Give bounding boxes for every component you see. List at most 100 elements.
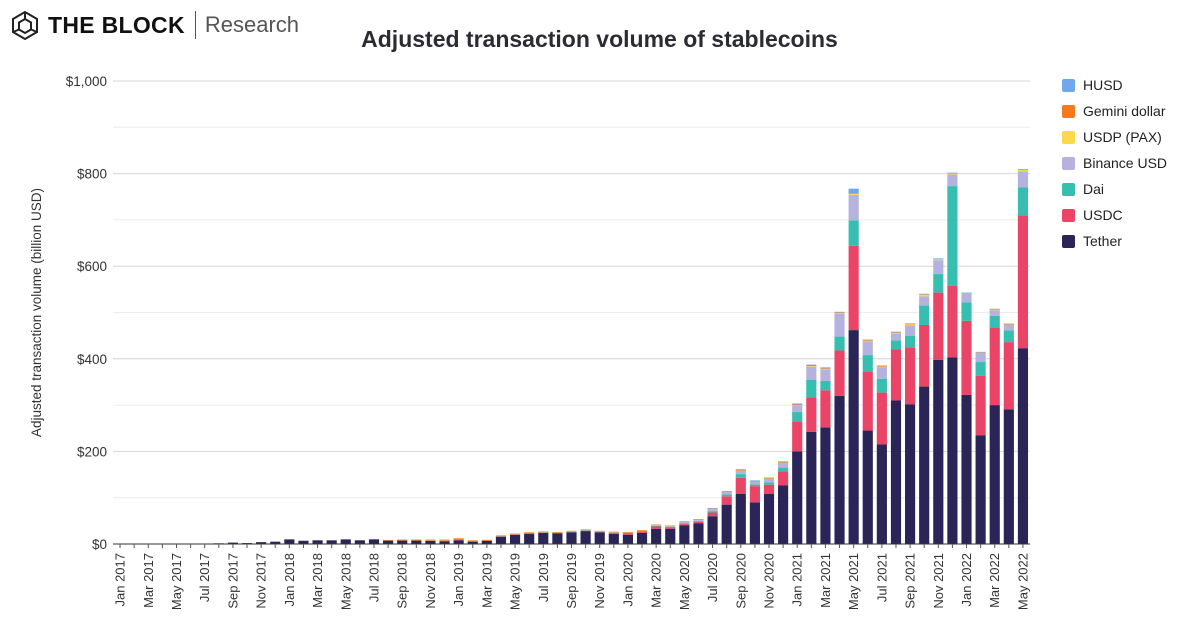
bar-tether bbox=[566, 532, 577, 544]
bar-husd bbox=[735, 469, 746, 471]
bar-binance-usd bbox=[848, 194, 859, 221]
x-tick-label: Nov 2020 bbox=[762, 553, 777, 609]
bar-binance-usd bbox=[933, 260, 944, 275]
bar-dai bbox=[919, 305, 930, 326]
x-tick-label: Jan 2020 bbox=[620, 553, 635, 607]
x-tick-label: Nov 2018 bbox=[423, 553, 438, 609]
bar-usdc bbox=[721, 496, 732, 505]
bar-tether bbox=[552, 533, 563, 544]
bar-gemini-dollar bbox=[890, 332, 902, 333]
bar-husd bbox=[763, 477, 775, 479]
bar-tether bbox=[749, 502, 760, 544]
bar-gemini-dollar bbox=[538, 531, 549, 533]
bar-gemini-dollar bbox=[524, 532, 535, 533]
bar-binance-usd bbox=[749, 481, 760, 485]
bar-usdc bbox=[453, 538, 464, 541]
legend-item: HUSD bbox=[1062, 72, 1167, 98]
bar-gemini-dollar bbox=[778, 462, 789, 463]
bar-usdc bbox=[665, 527, 676, 529]
bar-husd bbox=[947, 172, 958, 174]
x-tick-label: Jan 2022 bbox=[959, 553, 974, 607]
x-tick-label: Jan 2021 bbox=[790, 553, 805, 607]
bar-usdc bbox=[862, 371, 873, 431]
bar-tether bbox=[792, 451, 803, 544]
bar-husd bbox=[721, 490, 732, 492]
bar-usdc bbox=[439, 540, 450, 542]
bar-binance-usd bbox=[792, 405, 803, 413]
y-tick-label: $200 bbox=[77, 444, 107, 459]
bar-dai bbox=[580, 530, 591, 531]
bar-gemini-dollar bbox=[425, 539, 436, 541]
bar-binance-usd bbox=[975, 352, 986, 363]
bar-usdc bbox=[651, 526, 662, 529]
chart-legend: HUSD Gemini dollar USDP (PAX) Binance USD Da… bbox=[1062, 72, 1167, 254]
bar-binance-usd bbox=[707, 508, 718, 512]
bar-gemini-dollar bbox=[679, 521, 690, 522]
x-tick-label: May 2020 bbox=[677, 553, 692, 610]
bar-tether bbox=[354, 540, 365, 544]
x-tick-label: Sep 2020 bbox=[733, 553, 748, 609]
legend-item: Binance USD bbox=[1062, 150, 1167, 176]
legend-label: Tether bbox=[1083, 233, 1122, 249]
brand-name: THE BLOCK bbox=[48, 11, 185, 38]
bar-tether bbox=[284, 539, 295, 544]
bar-usdc bbox=[707, 512, 718, 517]
bar-gemini-dollar bbox=[580, 529, 591, 531]
bar-husd bbox=[749, 480, 760, 481]
bar-usdc bbox=[834, 350, 845, 396]
bar-usdc bbox=[1003, 342, 1014, 410]
brand-header: THE BLOCK Research bbox=[10, 8, 299, 42]
bar-usdp-pax- bbox=[862, 340, 873, 342]
bar-tether bbox=[608, 533, 619, 544]
bar-tether bbox=[665, 528, 676, 544]
bar-usdc bbox=[524, 532, 535, 534]
bar-binance-usd bbox=[876, 367, 887, 379]
legend-swatch bbox=[1062, 208, 1075, 222]
bar-tether bbox=[933, 359, 944, 544]
bar-dai bbox=[707, 511, 718, 513]
legend-swatch bbox=[1062, 130, 1075, 144]
legend-label: USDC bbox=[1083, 207, 1123, 223]
bar-usdc bbox=[778, 471, 789, 486]
bar-binance-usd bbox=[806, 366, 817, 380]
legend-item: Dai bbox=[1062, 176, 1167, 202]
bar-gemini-dollar bbox=[552, 531, 563, 533]
bar-dai bbox=[862, 355, 873, 372]
bar-dai bbox=[792, 412, 803, 422]
bar-husd bbox=[862, 339, 873, 341]
bar-dai bbox=[721, 494, 732, 497]
bar-binance-usd bbox=[989, 310, 1000, 316]
bar-usdp-pax- bbox=[961, 293, 972, 294]
bar-usdc bbox=[467, 540, 478, 542]
bar-usdp-pax- bbox=[947, 173, 958, 175]
bar-tether bbox=[524, 533, 535, 544]
bar-usdc bbox=[961, 320, 972, 395]
bar-gemini-dollar bbox=[749, 480, 760, 482]
legend-swatch bbox=[1062, 78, 1075, 92]
legend-label: USDP (PAX) bbox=[1083, 129, 1162, 145]
legend-label: Gemini dollar bbox=[1083, 103, 1166, 119]
bar-binance-usd bbox=[679, 521, 690, 524]
bar-dai bbox=[594, 531, 605, 533]
x-tick-label: Nov 2019 bbox=[592, 553, 607, 609]
bar-tether bbox=[256, 542, 267, 544]
bar-dai bbox=[905, 335, 916, 348]
bar-binance-usd bbox=[1017, 171, 1029, 188]
bar-tether bbox=[862, 430, 873, 544]
bar-usdc bbox=[806, 397, 817, 432]
bar-tether bbox=[679, 525, 690, 544]
bar-dai bbox=[735, 474, 746, 478]
legend-swatch bbox=[1062, 104, 1075, 118]
bar-gemini-dollar bbox=[411, 539, 422, 541]
bar-gemini-dollar bbox=[693, 518, 704, 520]
bar-usdc bbox=[763, 484, 775, 494]
bar-dai bbox=[975, 362, 986, 376]
bar-tether bbox=[735, 493, 746, 544]
bar-gemini-dollar bbox=[735, 470, 746, 471]
bar-tether bbox=[270, 541, 281, 544]
bar-binance-usd bbox=[862, 341, 873, 356]
y-tick-label: $800 bbox=[77, 167, 107, 182]
x-tick-label: Mar 2020 bbox=[649, 553, 664, 608]
x-tick-label: Jan 2018 bbox=[282, 553, 297, 607]
bar-usdc bbox=[905, 347, 916, 405]
